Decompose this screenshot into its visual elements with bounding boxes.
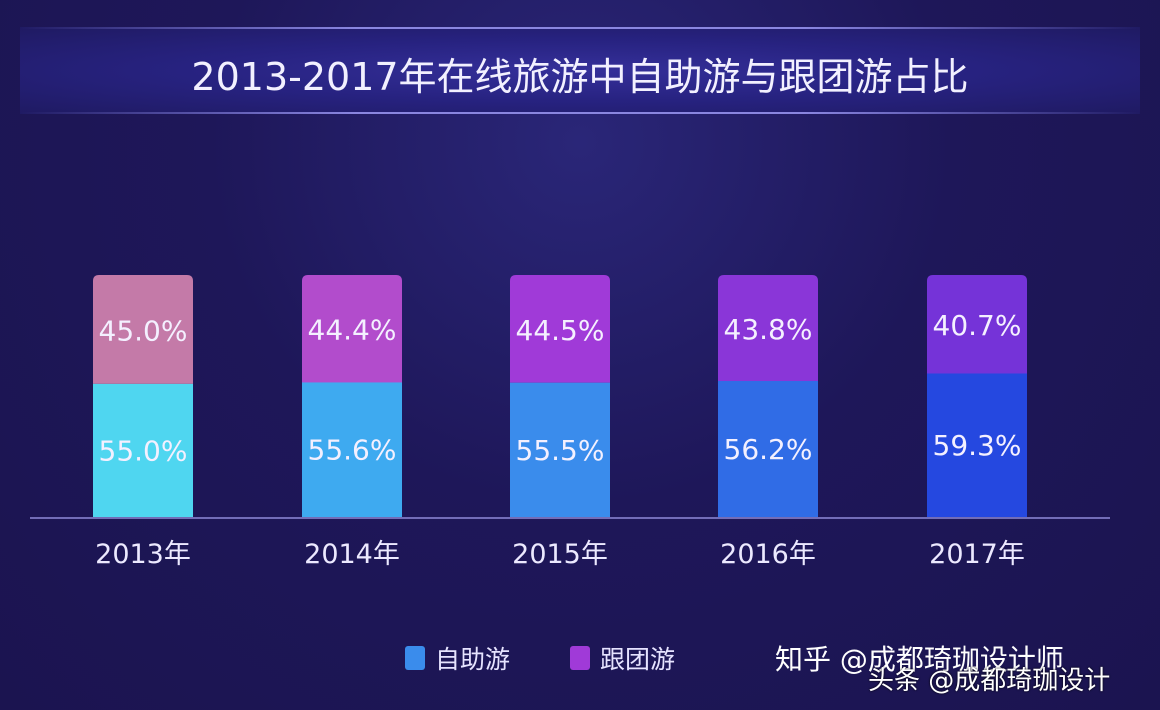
bar-group-tour [510, 275, 610, 383]
data-label-self-guided: 55.6% [308, 434, 397, 467]
watermark-zhihu: 知乎 @成都琦珈设计师 [775, 643, 1064, 676]
x-tick-label: 2015年 [512, 539, 608, 570]
bar-group-tour [302, 275, 402, 383]
bar-group-tour [927, 275, 1027, 374]
data-label-group-tour: 44.4% [308, 314, 397, 347]
data-label-self-guided: 55.5% [516, 434, 605, 467]
x-tick-label: 2017年 [929, 539, 1025, 570]
chart-title: 2013-2017年在线旅游中自助游与跟团游占比 [191, 55, 969, 99]
data-label-group-tour: 45.0% [99, 314, 188, 347]
title-bottom-divider [20, 112, 1140, 114]
legend-swatch-self-guided [405, 646, 425, 670]
x-tick-label: 2014年 [304, 539, 400, 570]
legend-label-group-tour: 跟团游 [600, 645, 676, 674]
watermark-toutiao: 头条 @成都琦珈设计 [868, 666, 1111, 696]
legend: 自助游 跟团游 [405, 640, 675, 676]
data-label-group-tour: 40.7% [933, 309, 1022, 342]
bar-self-guided [718, 380, 818, 517]
data-label-self-guided: 56.2% [724, 433, 813, 466]
data-label-self-guided: 59.3% [933, 429, 1022, 462]
data-label-group-tour: 44.5% [516, 314, 605, 347]
title-band [20, 27, 1140, 114]
bar-self-guided [510, 382, 610, 517]
bar-group-tour [93, 275, 193, 384]
bar-self-guided [302, 382, 402, 517]
bar-self-guided [93, 383, 193, 517]
title-top-divider [20, 27, 1140, 29]
legend-swatch-group-tour [570, 646, 591, 670]
data-label-self-guided: 55.0% [99, 434, 188, 467]
bar-group-tour [718, 275, 818, 381]
x-tick-label: 2013年 [95, 539, 191, 570]
data-label-group-tour: 43.8% [724, 313, 813, 346]
bar-self-guided [927, 373, 1027, 517]
x-tick-label: 2016年 [720, 539, 816, 570]
legend-label-self-guided: 自助游 [435, 645, 511, 674]
